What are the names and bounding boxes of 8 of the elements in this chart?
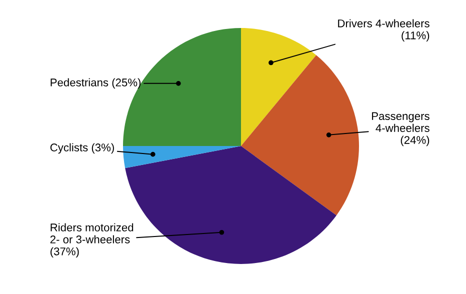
slice-label: Riders motorized 2- or 3-wheelers	[50, 223, 134, 244]
slice-label: Cyclists (3%)	[50, 143, 114, 154]
data-label: (37%)	[50, 247, 79, 258]
data-label: (11%)	[402, 31, 430, 42]
slice-label: Pedestrians (25%)	[50, 78, 141, 89]
data-label: (24%)	[400, 136, 430, 146]
slice-label: Drivers 4-wheelers	[338, 19, 430, 28]
slice-label: Passengers 4-wheelers	[372, 112, 430, 132]
